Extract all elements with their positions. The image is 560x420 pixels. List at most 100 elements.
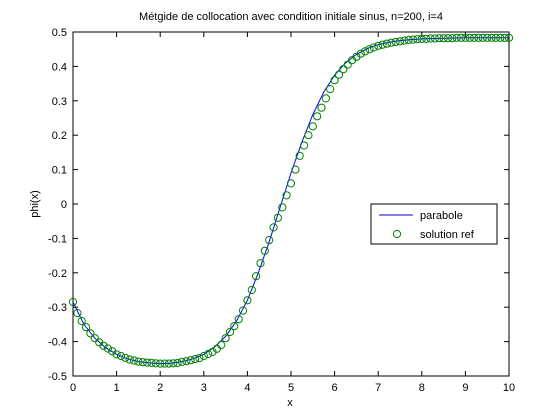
data-point-solution-ref [225,327,235,337]
data-point-solution-ref [430,34,439,43]
data-point-solution-ref [260,246,269,255]
data-point-solution-ref [378,40,387,49]
x-tick-label: 8 [419,382,425,394]
data-point-solution-ref [291,165,300,174]
x-tick-label: 5 [288,382,294,394]
legend-label-solution-ref: solution ref [420,229,475,241]
data-point-solution-ref [435,34,444,43]
y-tick-label: -0.5 [48,371,67,383]
data-point-solution-ref [273,213,282,222]
data-point-solution-ref [365,45,374,54]
data-point-solution-ref [156,359,165,368]
data-point-solution-ref [339,65,348,74]
data-point-solution-ref [321,94,330,103]
y-tick-label: -0.3 [48,302,67,314]
data-point-solution-ref [334,70,344,79]
data-point-solution-ref [304,131,313,140]
data-point-solution-ref [182,357,191,366]
data-point-solution-ref [82,323,91,332]
y-tick-label: 0.2 [52,130,67,142]
data-point-solution-ref [456,33,466,42]
data-point-solution-ref [151,359,160,368]
data-point-solution-ref [382,39,391,48]
x-tick-label: 4 [244,382,250,394]
y-tick-label: 0 [61,199,67,211]
data-point-solution-ref [413,35,422,44]
data-point-solution-ref [395,37,405,46]
data-point-solution-ref [326,85,335,94]
data-point-solution-ref [343,60,352,69]
data-point-solution-ref [282,191,291,200]
x-axis: 0 1 2 3 4 5 6 7 8 9 10 [70,32,515,394]
data-point-solution-ref [252,272,261,281]
x-tick-label: 6 [332,382,338,394]
data-point-solution-ref [443,34,453,43]
data-point-solution-ref [483,33,492,42]
legend-label-parabole: parabole [420,210,463,222]
data-point-solution-ref [77,316,86,326]
y-tick-label: -0.1 [48,233,67,245]
data-point-solution-ref [461,33,470,42]
y-tick-label: 0.5 [52,27,67,39]
data-point-solution-ref [177,357,187,366]
y-tick-label: 0.1 [52,165,67,177]
data-point-solution-ref [238,306,248,315]
data-point-solution-ref [86,329,95,338]
data-point-solution-ref [491,33,500,42]
data-point-solution-ref [112,350,121,359]
legend: parabole solution ref [370,203,498,245]
y-tick-label: 0.4 [52,61,67,73]
x-tick-label: 1 [114,382,120,394]
data-point-solution-ref [409,35,418,44]
data-point-solution-ref [504,33,514,42]
data-point-solution-ref [278,203,287,212]
data-point-solution-ref [173,358,182,367]
data-point-solution-ref [308,122,317,131]
data-point-solution-ref [404,35,413,45]
data-point-solution-ref [448,34,457,43]
data-point-solution-ref [217,340,226,350]
data-point-solution-ref [256,259,265,268]
data-point-solution-ref [160,359,169,368]
data-point-solution-ref [199,351,208,361]
data-point-solution-ref [116,351,126,361]
data-point-solution-ref [295,151,304,160]
legend-box [370,203,498,245]
series-layer [68,33,514,368]
data-point-solution-ref [73,308,82,318]
data-point-solution-ref [129,356,139,365]
data-point-solution-ref [500,33,509,42]
x-tick-label: 10 [503,382,515,394]
y-tick-label: -0.2 [48,268,67,280]
data-point-solution-ref [247,285,256,295]
data-point-solution-ref [369,43,378,52]
data-point-solution-ref [269,223,278,232]
data-point-solution-ref [426,34,435,43]
data-point-solution-ref [99,341,108,350]
data-point-solution-ref [356,49,365,58]
data-point-solution-ref [191,355,200,364]
x-tick-label: 9 [462,382,468,394]
y-tick-label: -0.4 [48,337,67,349]
data-point-solution-ref [138,358,147,367]
data-point-solution-ref [90,334,99,343]
data-point-solution-ref [164,359,173,368]
data-point-solution-ref [374,41,383,50]
data-point-solution-ref [143,358,152,367]
x-tick-label: 2 [157,382,163,394]
data-point-solution-ref [286,179,296,188]
data-point-solution-ref [221,334,230,343]
data-point-solution-ref [134,357,143,366]
y-axis: -0.5 -0.4 -0.3 -0.2 -0.1 0 0.1 0.2 0.3 0.4 0.5 [48,27,509,383]
data-point-solution-ref [121,353,130,362]
data-point-solution-ref [204,349,213,359]
data-point-solution-ref [313,112,322,121]
data-point-solution-ref [169,359,178,368]
data-point-solution-ref [230,322,239,331]
x-axis-label: x [287,397,293,409]
data-point-solution-ref [265,236,274,245]
data-point-solution-ref [474,33,483,42]
data-point-solution-ref [487,33,496,42]
data-point-solution-ref [125,355,134,364]
data-point-solution-ref [103,344,113,353]
